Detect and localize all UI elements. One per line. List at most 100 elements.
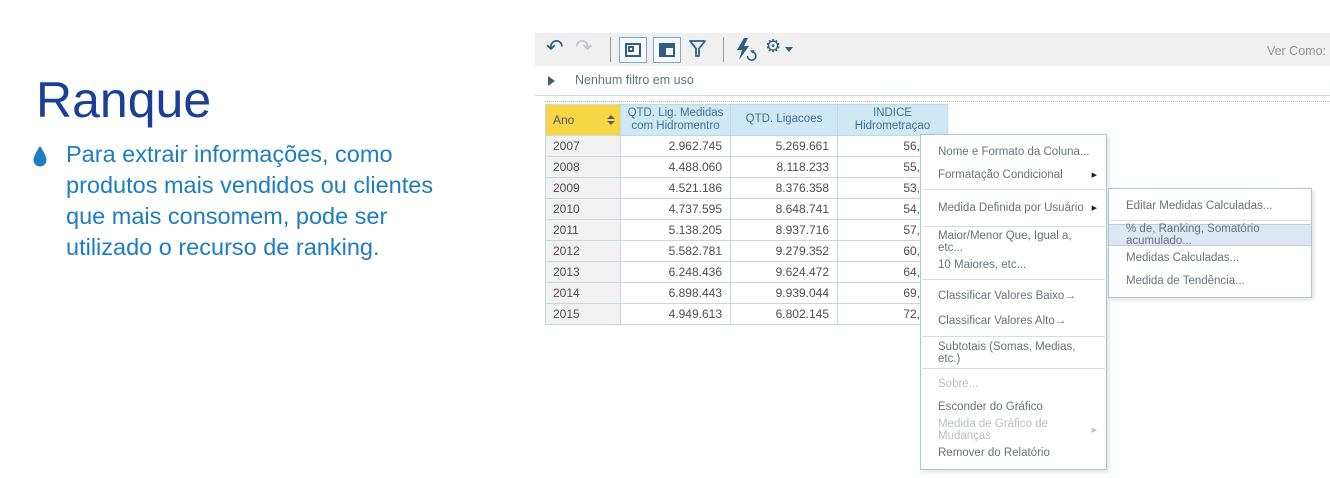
undo-icon[interactable]: ↶	[546, 36, 564, 59]
table-cell[interactable]: 9.624.472	[730, 261, 838, 283]
table-cell[interactable]: 2014	[545, 282, 621, 304]
menu-item[interactable]: Medida de Tendência...	[1109, 269, 1311, 292]
table-cell[interactable]: 2009	[545, 177, 621, 199]
menu-item[interactable]: Esconder do Gráfico	[921, 395, 1106, 418]
menu-separator	[922, 279, 1105, 280]
table-cell[interactable]: 2012	[545, 240, 621, 262]
report-area-divider	[545, 101, 1330, 102]
menu-item-label: Sobre...	[938, 377, 979, 390]
menu-item[interactable]: 10 Maiores, etc...	[921, 253, 1106, 276]
submenu-arrow-icon: ▶	[1091, 171, 1097, 179]
menu-separator	[922, 336, 1105, 337]
table-cell[interactable]: 2008	[545, 156, 621, 178]
sort-icon[interactable]	[607, 115, 615, 125]
menu-item[interactable]: % de, Ranking, Somatório acumulado...	[1109, 223, 1311, 247]
filter-status-text: Nenhum filtro em uso	[575, 73, 694, 87]
table-cell[interactable]: 9.279.352	[730, 240, 838, 262]
context-menu: Nome e Formato da Coluna... Formatação Co…	[920, 134, 1107, 470]
menu-item[interactable]: Editar Medidas Calculadas...	[1109, 194, 1311, 217]
app-toolbar: ↶ ↷ ⚙ Ver Como:	[535, 33, 1330, 66]
table-row: 2008 4.488.060 8.118.233 55,	[545, 156, 948, 178]
menu-item-label: Medidas Calculadas...	[1126, 251, 1240, 264]
table-cell[interactable]: 9.939.044	[730, 282, 838, 304]
layout-table-icon	[659, 43, 675, 57]
table-row: 2011 5.138.205 8.937.716 57,	[545, 219, 948, 241]
redo-icon: ↷	[575, 36, 593, 59]
refresh-bolt-icon[interactable]	[733, 37, 759, 62]
menu-item[interactable]: Nome e Formato da Coluna...	[921, 140, 1106, 163]
menu-item-label: Medida de Tendência...	[1126, 274, 1245, 287]
menu-item[interactable]: Remover do Relatório	[921, 441, 1106, 464]
menu-item[interactable]: Classificar Valores Baixo→	[921, 283, 1106, 308]
table-cell[interactable]: 2.962.745	[620, 135, 731, 157]
menu-item-label: Remover do Relatório	[938, 446, 1050, 459]
table-cell[interactable]: 8.118.233	[730, 156, 838, 178]
column-header-ligacoes[interactable]: QTD. Ligacoes	[730, 104, 838, 136]
menu-separator	[922, 189, 1105, 190]
table-row: 2009 4.521.186 8.376.358 53,	[545, 177, 948, 199]
column-header-label: Ano	[553, 113, 575, 127]
submenu-arrow-icon: ▶	[1091, 205, 1097, 212]
water-drop-bullet-icon	[33, 146, 47, 167]
table-cell[interactable]: 2010	[545, 198, 621, 220]
table-cell[interactable]: 2015	[545, 303, 621, 325]
menu-item-label: Subtotais (Somas, Medias, etc.)	[938, 340, 1076, 365]
menu-item-label: Classificar Valores Baixo→	[938, 289, 1076, 302]
menu-item: Sobre...	[921, 372, 1106, 395]
layout-panel-button[interactable]	[619, 37, 647, 63]
menu-item: Medida de Gráfico de Mudanças ▶	[921, 417, 1106, 442]
menu-item-label: Medida de Gráfico de Mudanças	[938, 417, 1048, 442]
menu-item-label: Esconder do Gráfico	[938, 400, 1043, 413]
column-header-medidas[interactable]: QTD. Lig. Medidas com Hidromentro	[620, 104, 731, 136]
table-row: 2013 6.248.436 9.624.472 64,	[545, 261, 948, 283]
menu-item-label: 10 Maiores, etc...	[938, 258, 1027, 271]
table-cell[interactable]: 2013	[545, 261, 621, 283]
menu-item[interactable]: Medidas Calculadas...	[1109, 246, 1311, 269]
filter-bar[interactable]: Nenhum filtro em uso	[535, 66, 1330, 96]
chevron-down-icon[interactable]	[785, 47, 793, 52]
menu-item[interactable]: Medida Definida por Usuário ▶	[921, 193, 1106, 223]
table-cell[interactable]: 4.521.186	[620, 177, 731, 199]
menu-item-label: Formatação Condicional	[938, 168, 1063, 181]
table-row: 2012 5.582.781 9.279.352 60,	[545, 240, 948, 262]
column-header-ano[interactable]: Ano	[545, 104, 621, 136]
table-cell[interactable]: 5.582.781	[620, 240, 731, 262]
menu-item-label: Nome e Formato da Coluna...	[938, 145, 1090, 158]
table-cell[interactable]: 2011	[545, 219, 621, 241]
layout-table-button[interactable]	[653, 37, 681, 63]
gear-icon[interactable]: ⚙	[765, 36, 782, 56]
table-row: 2010 4.737.595 8.648.741 54,	[545, 198, 948, 220]
menu-item[interactable]: Maior/Menor Que, Igual a, etc...	[921, 230, 1106, 254]
table-cell[interactable]: 5.269.661	[730, 135, 838, 157]
expand-arrow-icon[interactable]	[548, 76, 555, 86]
menu-item-label: % de, Ranking, Somatório acumulado...	[1126, 223, 1260, 247]
toolbar-separator	[723, 37, 724, 62]
table-cell[interactable]: 8.937.716	[730, 219, 838, 241]
menu-separator	[922, 368, 1105, 369]
data-table: Ano QTD. Lig. Medidas com Hidromentro QT…	[545, 104, 948, 325]
menu-item[interactable]: Subtotais (Somas, Medias, etc.)	[921, 340, 1106, 365]
submenu: Editar Medidas Calculadas... % de, Rankin…	[1108, 188, 1312, 298]
table-cell[interactable]: 4.488.060	[620, 156, 731, 178]
bi-app-screenshot: ↶ ↷ ⚙ Ver Como: Nenhum filt	[535, 33, 1330, 470]
table-cell[interactable]: 5.138.205	[620, 219, 731, 241]
table-row: 2015 4.949.613 6.802.145 72,	[545, 303, 948, 325]
menu-item[interactable]: Formatação Condicional ▶	[921, 163, 1106, 186]
column-header-indice[interactable]: INDICE Hidrometraçao	[837, 104, 948, 136]
view-as-label: Ver Como:	[1266, 44, 1326, 58]
filter-funnel-icon[interactable]	[688, 39, 707, 59]
toolbar-separator	[610, 37, 611, 62]
table-cell[interactable]: 8.376.358	[730, 177, 838, 199]
table-row: 2007 2.962.745 5.269.661 56,	[545, 135, 948, 157]
table-cell[interactable]: 6.248.436	[620, 261, 731, 283]
layout-panel-icon	[625, 43, 641, 57]
table-body: 2007 2.962.745 5.269.661 56, 2008 4.488.060 8.…	[545, 135, 948, 325]
table-cell[interactable]: 8.648.741	[730, 198, 838, 220]
table-cell[interactable]: 2007	[545, 135, 621, 157]
table-cell[interactable]: 6.898.443	[620, 282, 731, 304]
menu-item[interactable]: Classificar Valores Alto→	[921, 308, 1106, 333]
table-cell[interactable]: 4.737.595	[620, 198, 731, 220]
table-cell[interactable]: 4.949.613	[620, 303, 731, 325]
table-cell[interactable]: 6.802.145	[730, 303, 838, 325]
